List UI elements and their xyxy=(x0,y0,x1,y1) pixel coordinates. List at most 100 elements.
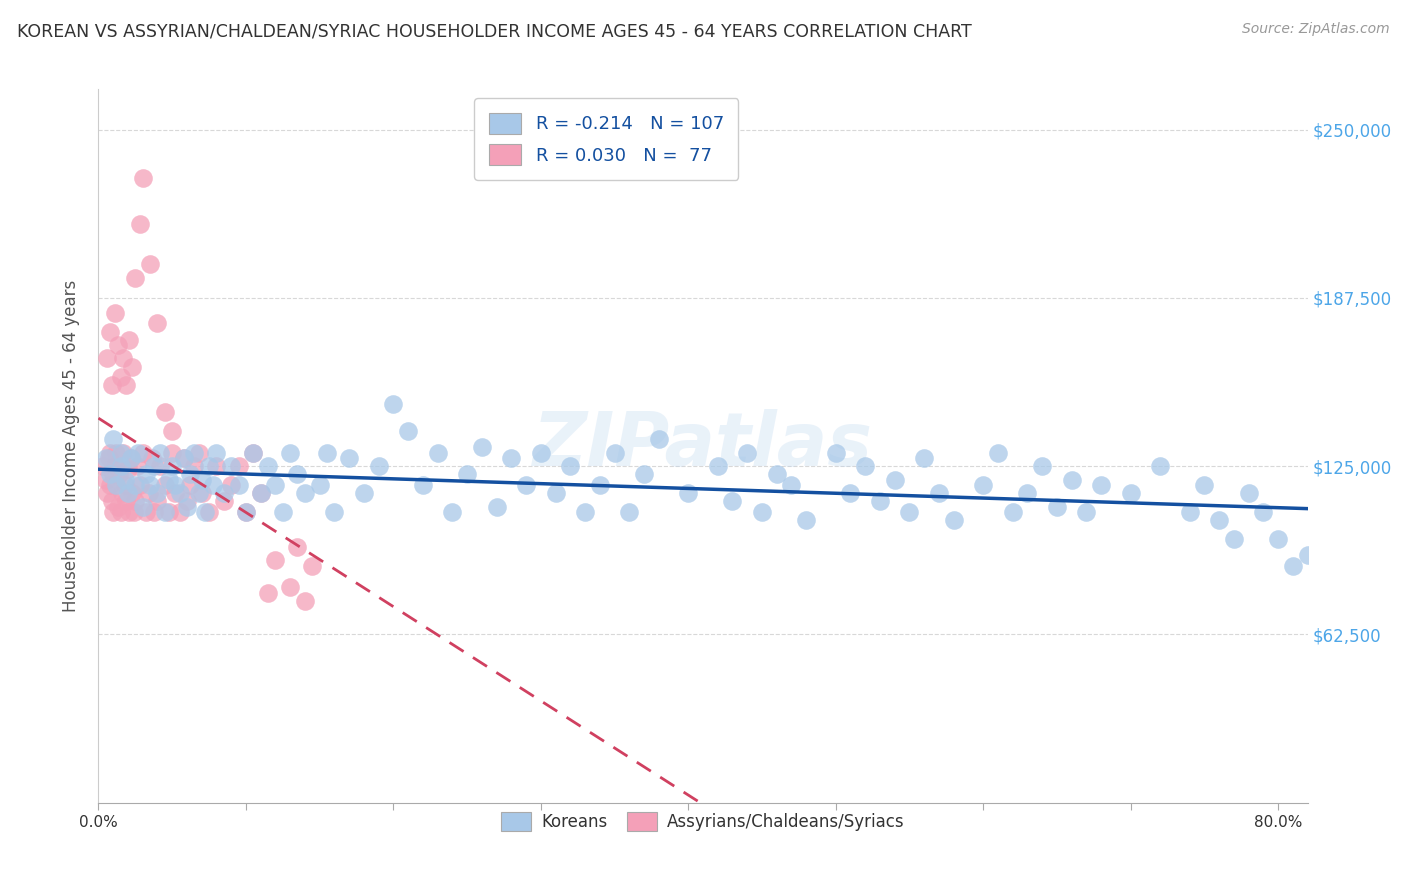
Point xyxy=(105,478,128,492)
Point xyxy=(120,451,142,466)
Point xyxy=(603,446,626,460)
Point xyxy=(187,486,209,500)
Point xyxy=(678,486,700,500)
Point xyxy=(367,459,389,474)
Point xyxy=(115,378,138,392)
Point xyxy=(101,505,124,519)
Point xyxy=(94,451,117,466)
Point xyxy=(128,217,150,231)
Point xyxy=(97,451,120,466)
Point xyxy=(198,459,221,474)
Point xyxy=(110,370,132,384)
Point xyxy=(242,446,264,460)
Point xyxy=(143,459,166,474)
Point xyxy=(219,459,242,474)
Point xyxy=(153,478,176,492)
Point xyxy=(104,459,127,474)
Point xyxy=(287,467,309,482)
Point xyxy=(157,505,180,519)
Point xyxy=(264,478,287,492)
Point xyxy=(173,451,195,466)
Point xyxy=(160,459,183,474)
Point xyxy=(114,473,136,487)
Point xyxy=(117,486,139,500)
Point xyxy=(898,505,921,519)
Point xyxy=(165,478,187,492)
Point xyxy=(100,378,122,392)
Point xyxy=(101,467,124,482)
Point xyxy=(194,505,217,519)
Point xyxy=(110,459,132,474)
Point xyxy=(107,500,129,514)
Point xyxy=(120,451,142,466)
Point xyxy=(426,446,449,460)
Point xyxy=(574,505,596,519)
Point xyxy=(110,446,132,460)
Point xyxy=(112,351,135,366)
Point xyxy=(1282,558,1305,573)
Point xyxy=(257,586,280,600)
Point xyxy=(1310,580,1333,594)
Point xyxy=(94,473,117,487)
Point xyxy=(105,478,128,492)
Point xyxy=(146,494,169,508)
Point xyxy=(1076,505,1098,519)
Point xyxy=(131,171,153,186)
Point xyxy=(1208,513,1230,527)
Point xyxy=(1046,500,1069,514)
Point xyxy=(138,486,160,500)
Point xyxy=(112,446,135,460)
Point xyxy=(853,459,876,474)
Point xyxy=(228,478,250,492)
Point xyxy=(179,467,201,482)
Point xyxy=(122,505,145,519)
Point xyxy=(139,257,162,271)
Point xyxy=(1253,505,1275,519)
Y-axis label: Householder Income Ages 45 - 64 years: Householder Income Ages 45 - 64 years xyxy=(62,280,80,612)
Point xyxy=(839,486,862,500)
Point xyxy=(765,467,787,482)
Point xyxy=(942,513,965,527)
Point xyxy=(205,446,228,460)
Point xyxy=(1060,473,1083,487)
Point xyxy=(141,451,163,466)
Point xyxy=(114,478,136,492)
Point xyxy=(1119,486,1142,500)
Point xyxy=(98,325,121,339)
Point xyxy=(883,473,905,487)
Point xyxy=(124,494,146,508)
Point xyxy=(396,424,419,438)
Point xyxy=(1296,548,1319,562)
Point xyxy=(96,486,118,500)
Point xyxy=(98,478,121,492)
Point xyxy=(146,317,169,331)
Point xyxy=(190,486,212,500)
Point xyxy=(153,505,176,519)
Point xyxy=(149,446,172,460)
Point xyxy=(115,494,138,508)
Point xyxy=(1178,505,1201,519)
Point xyxy=(353,486,375,500)
Point xyxy=(187,446,209,460)
Point xyxy=(169,505,191,519)
Point xyxy=(471,441,494,455)
Point xyxy=(205,459,228,474)
Point xyxy=(301,558,323,573)
Point xyxy=(108,467,131,482)
Point xyxy=(135,505,157,519)
Point xyxy=(160,424,183,438)
Point xyxy=(294,594,316,608)
Point xyxy=(1001,505,1024,519)
Point xyxy=(128,478,150,492)
Text: ZIPatlas: ZIPatlas xyxy=(533,409,873,483)
Point xyxy=(824,446,846,460)
Point xyxy=(972,478,994,492)
Point xyxy=(101,432,124,446)
Point xyxy=(264,553,287,567)
Point xyxy=(456,467,478,482)
Point xyxy=(337,451,360,466)
Point xyxy=(794,513,817,527)
Point xyxy=(619,505,641,519)
Point xyxy=(110,505,132,519)
Point xyxy=(633,467,655,482)
